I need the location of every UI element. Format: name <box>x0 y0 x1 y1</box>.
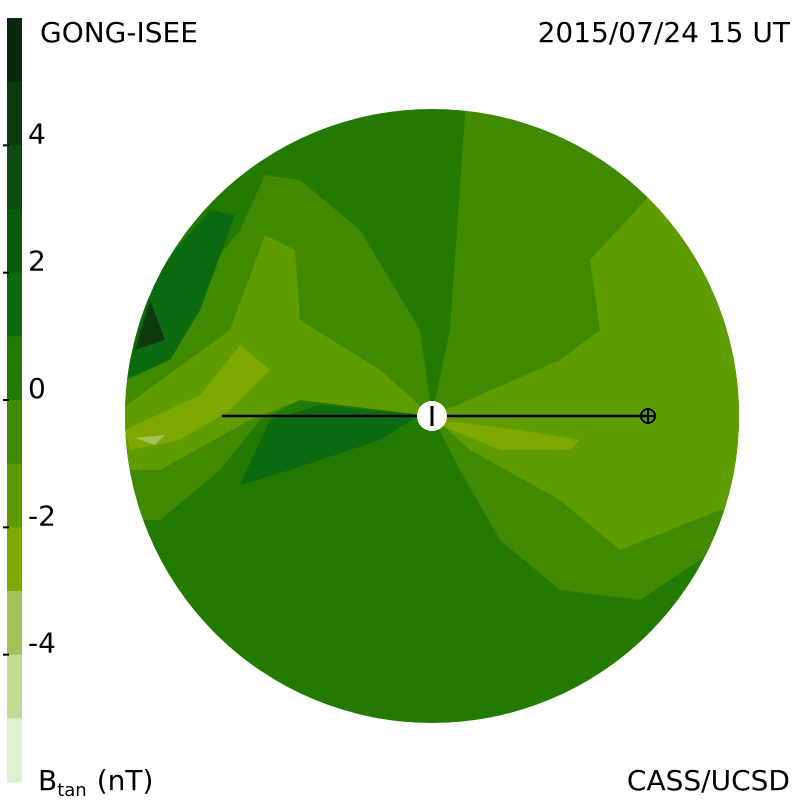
label-main: B <box>38 764 57 797</box>
colorbar-band <box>7 591 22 656</box>
colorbar-band <box>7 336 22 401</box>
colorbar-band <box>7 209 22 274</box>
colorbar-tick-label: 4 <box>28 117 46 150</box>
colorbar-tick-label: -4 <box>28 627 56 660</box>
colorbar-tick-label: 2 <box>28 245 46 278</box>
colorbar-band <box>7 81 22 146</box>
colorbar-band <box>7 718 22 783</box>
colorbar-band <box>7 654 22 719</box>
colorbar-label: Btan (nT) <box>38 764 153 800</box>
credit-label: CASS/UCSD <box>627 764 790 797</box>
colorbar-tick-label: 0 <box>28 372 46 405</box>
colorbar-band <box>7 272 22 337</box>
colorbar-band <box>7 463 22 528</box>
colorbar-band <box>7 145 22 210</box>
colorbar-band <box>7 527 22 592</box>
source-label: GONG-ISEE <box>40 16 198 49</box>
colorbar: 4 2 0 -2 -4 <box>3 18 56 783</box>
label-subscript: tan <box>57 780 87 800</box>
colorbar-tick-label: -2 <box>28 499 56 532</box>
date-label: 2015/07/24 15 UT <box>538 16 791 49</box>
colorbar-band <box>7 400 22 465</box>
label-unit: (nT) <box>97 764 154 797</box>
colorbar-band <box>7 18 22 83</box>
